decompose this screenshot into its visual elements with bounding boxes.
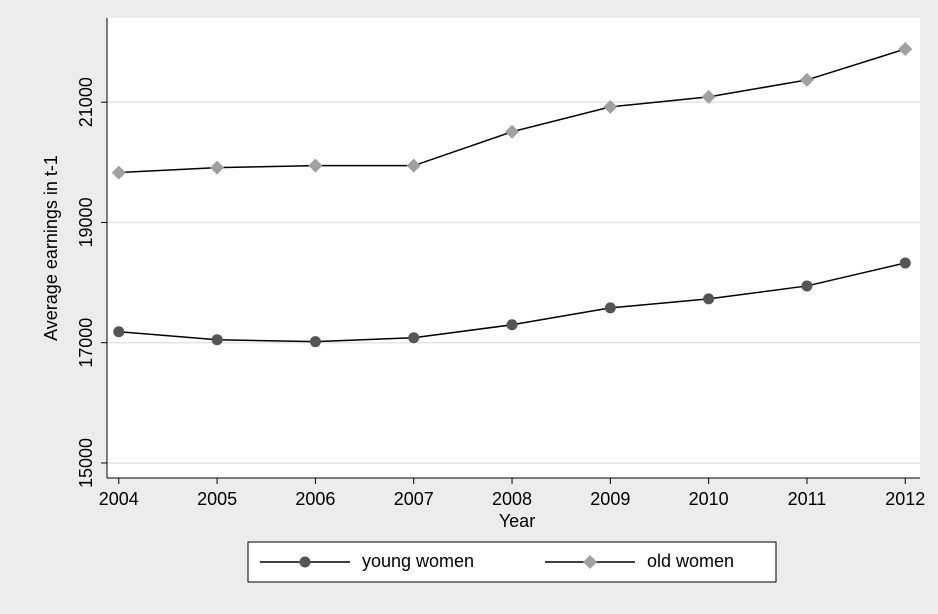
marker <box>801 280 813 292</box>
legend-label: old women <box>647 551 734 571</box>
marker <box>583 555 597 569</box>
marker <box>506 319 518 331</box>
x-tick-label: 2004 <box>99 489 139 509</box>
x-tick-label: 2005 <box>197 489 237 509</box>
marker <box>505 124 520 139</box>
marker <box>299 556 311 568</box>
x-tick-label: 2006 <box>295 489 335 509</box>
marker <box>308 158 323 173</box>
y-tick-label: 19000 <box>76 197 96 247</box>
marker <box>703 293 715 305</box>
marker <box>211 334 223 346</box>
x-tick-label: 2008 <box>492 489 532 509</box>
marker <box>701 89 716 104</box>
marker <box>799 72 814 87</box>
marker <box>604 302 616 314</box>
x-tick-label: 2012 <box>885 489 925 509</box>
marker <box>898 42 913 57</box>
marker <box>113 326 125 338</box>
x-tick-label: 2009 <box>590 489 630 509</box>
marker <box>309 336 321 348</box>
y-tick-label: 15000 <box>76 438 96 488</box>
marker <box>210 160 225 175</box>
x-axis-title: Year <box>499 511 535 531</box>
x-tick-label: 2010 <box>689 489 729 509</box>
y-tick-label: 17000 <box>76 318 96 368</box>
marker <box>603 99 618 114</box>
marker <box>408 332 420 344</box>
x-tick-label: 2007 <box>394 489 434 509</box>
marker <box>406 158 421 173</box>
y-axis-title: Average earnings in t-1 <box>41 155 61 341</box>
marker <box>111 165 126 180</box>
x-tick-label: 2011 <box>788 489 827 509</box>
plot-area <box>107 18 920 478</box>
y-tick-label: 21000 <box>76 77 96 127</box>
legend-label: young women <box>362 551 474 571</box>
marker <box>899 257 911 269</box>
